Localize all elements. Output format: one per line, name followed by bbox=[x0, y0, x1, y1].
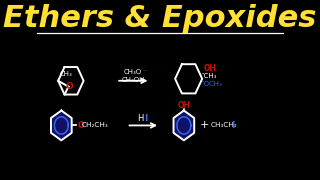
Text: O: O bbox=[65, 82, 73, 91]
Polygon shape bbox=[51, 111, 72, 140]
Text: ″CH₃: ″CH₃ bbox=[202, 73, 218, 79]
Text: I: I bbox=[231, 121, 234, 130]
Text: H: H bbox=[137, 114, 143, 123]
Text: CH₃OH: CH₃OH bbox=[121, 77, 145, 83]
Text: CH₂CH₃: CH₂CH₃ bbox=[82, 122, 109, 129]
Text: ⁻: ⁻ bbox=[142, 67, 147, 76]
Text: O: O bbox=[77, 121, 84, 130]
Text: OH: OH bbox=[177, 101, 190, 110]
Text: OH: OH bbox=[204, 64, 217, 73]
Text: CH₃O: CH₃O bbox=[124, 69, 142, 75]
Text: I: I bbox=[144, 114, 148, 123]
Text: CH₃CH₂: CH₃CH₂ bbox=[211, 122, 238, 129]
Text: +: + bbox=[200, 120, 209, 130]
Text: ″OCH₃: ″OCH₃ bbox=[202, 81, 223, 87]
Text: CH₃: CH₃ bbox=[60, 71, 73, 77]
Text: Ethers & Epoxides: Ethers & Epoxides bbox=[3, 4, 317, 33]
Polygon shape bbox=[173, 111, 194, 140]
